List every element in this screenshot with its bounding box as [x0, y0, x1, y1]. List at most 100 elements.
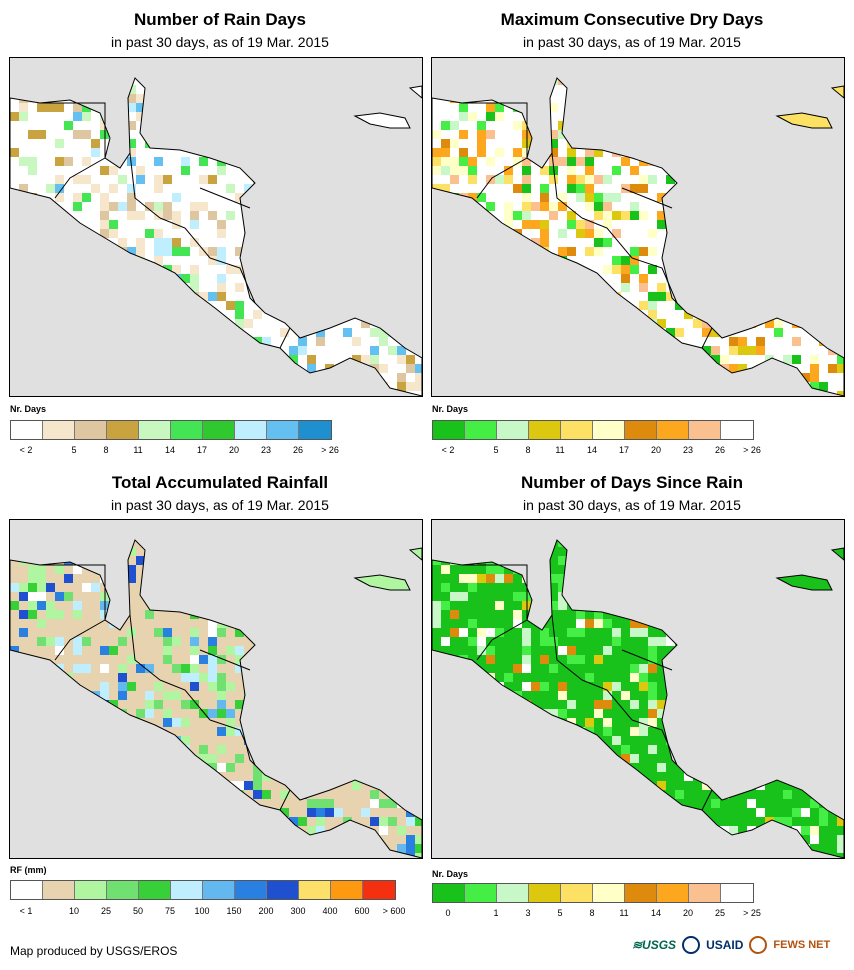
raster-cell: [441, 565, 450, 574]
raster-cell: [585, 547, 594, 556]
raster-cell: [801, 373, 810, 382]
raster-cell: [397, 274, 406, 283]
raster-cell: [280, 754, 289, 763]
country-border: [209, 719, 256, 766]
raster-cell: [73, 184, 82, 193]
raster-cell: [486, 202, 495, 211]
raster-cell: [19, 844, 28, 853]
raster-cell: [810, 745, 819, 754]
raster-cell: [19, 808, 28, 817]
raster-cell: [819, 238, 828, 247]
raster-cell: [657, 763, 666, 772]
raster-cell: [91, 78, 100, 85]
raster-cell: [684, 565, 693, 574]
raster-cell: [639, 718, 648, 727]
raster-cell: [531, 274, 540, 283]
raster-cell: [720, 355, 729, 364]
raster-cell: [334, 193, 343, 202]
raster-cell: [549, 175, 558, 184]
raster-cell: [756, 328, 765, 337]
raster-cell: [459, 247, 468, 256]
raster-cell: [46, 202, 55, 211]
raster-cell: [585, 844, 594, 853]
raster-cell: [379, 727, 388, 736]
raster-cell: [118, 175, 127, 184]
raster-cell: [531, 799, 540, 808]
raster-cell: [28, 664, 37, 673]
raster-cell: [468, 583, 477, 592]
raster-cell: [612, 637, 621, 646]
raster-cell: [702, 601, 711, 610]
raster-cell: [819, 655, 828, 664]
raster-cell: [100, 274, 109, 283]
raster-cell: [271, 691, 280, 700]
raster-cell: [756, 346, 765, 355]
raster-cell: [100, 664, 109, 673]
raster-cell: [37, 673, 46, 682]
raster-cell: [576, 520, 585, 529]
raster-cell: [64, 247, 73, 256]
raster-cell: [765, 166, 774, 175]
raster-cell: [298, 256, 307, 265]
raster-cell: [73, 130, 82, 139]
raster-cell: [549, 202, 558, 211]
raster-cell: [450, 166, 459, 175]
raster-cell: [343, 103, 352, 112]
raster-cell: [801, 529, 810, 538]
raster-cell: [388, 844, 397, 853]
raster-cell: [720, 754, 729, 763]
raster-cell: [298, 817, 307, 826]
raster-cell: [684, 328, 693, 337]
raster-cell: [765, 265, 774, 274]
raster-cell: [172, 265, 181, 274]
raster-cell: [118, 265, 127, 274]
raster-cell: [819, 382, 828, 391]
raster-cell: [648, 682, 657, 691]
raster-cell: [406, 574, 415, 583]
raster-cell: [549, 328, 558, 337]
raster-cell: [747, 202, 756, 211]
raster-cell: [468, 529, 477, 538]
raster-cell: [244, 817, 253, 826]
raster-cell: [199, 817, 208, 826]
raster-cell: [253, 754, 262, 763]
country-border: [159, 217, 211, 259]
raster-cell: [415, 826, 422, 835]
raster-cell: [495, 565, 504, 574]
raster-cell: [172, 103, 181, 112]
raster-cell: [684, 202, 693, 211]
raster-cell: [136, 565, 145, 574]
raster-cell: [334, 655, 343, 664]
raster-cell: [181, 346, 190, 355]
raster-cell: [828, 673, 837, 682]
raster-cell: [190, 619, 199, 628]
raster-cell: [325, 520, 334, 529]
raster-cell: [810, 529, 819, 538]
raster-cell: [136, 763, 145, 772]
raster-cell: [792, 844, 801, 853]
legend-swatch: [299, 881, 331, 899]
raster-cell: [693, 364, 702, 373]
raster-cell: [136, 355, 145, 364]
raster-cell: [109, 67, 118, 76]
raster-cell: [280, 67, 289, 76]
raster-cell: [630, 673, 639, 682]
raster-cell: [136, 556, 145, 565]
raster-cell: [486, 556, 495, 565]
raster-cell: [91, 790, 100, 799]
raster-cell: [361, 700, 370, 709]
raster-cell: [594, 619, 603, 628]
raster-cell: [19, 301, 28, 310]
raster-cell: [55, 592, 64, 601]
raster-cell: [217, 229, 226, 238]
raster-cell: [172, 211, 181, 220]
raster-cell: [666, 211, 675, 220]
raster-cell: [190, 283, 199, 292]
raster-cell: [612, 94, 621, 103]
raster-cell: [118, 772, 127, 781]
raster-cell: [388, 301, 397, 310]
raster-cell: [289, 58, 298, 67]
raster-cell: [334, 292, 343, 301]
raster-cell: [46, 238, 55, 247]
raster-cell: [567, 646, 576, 655]
